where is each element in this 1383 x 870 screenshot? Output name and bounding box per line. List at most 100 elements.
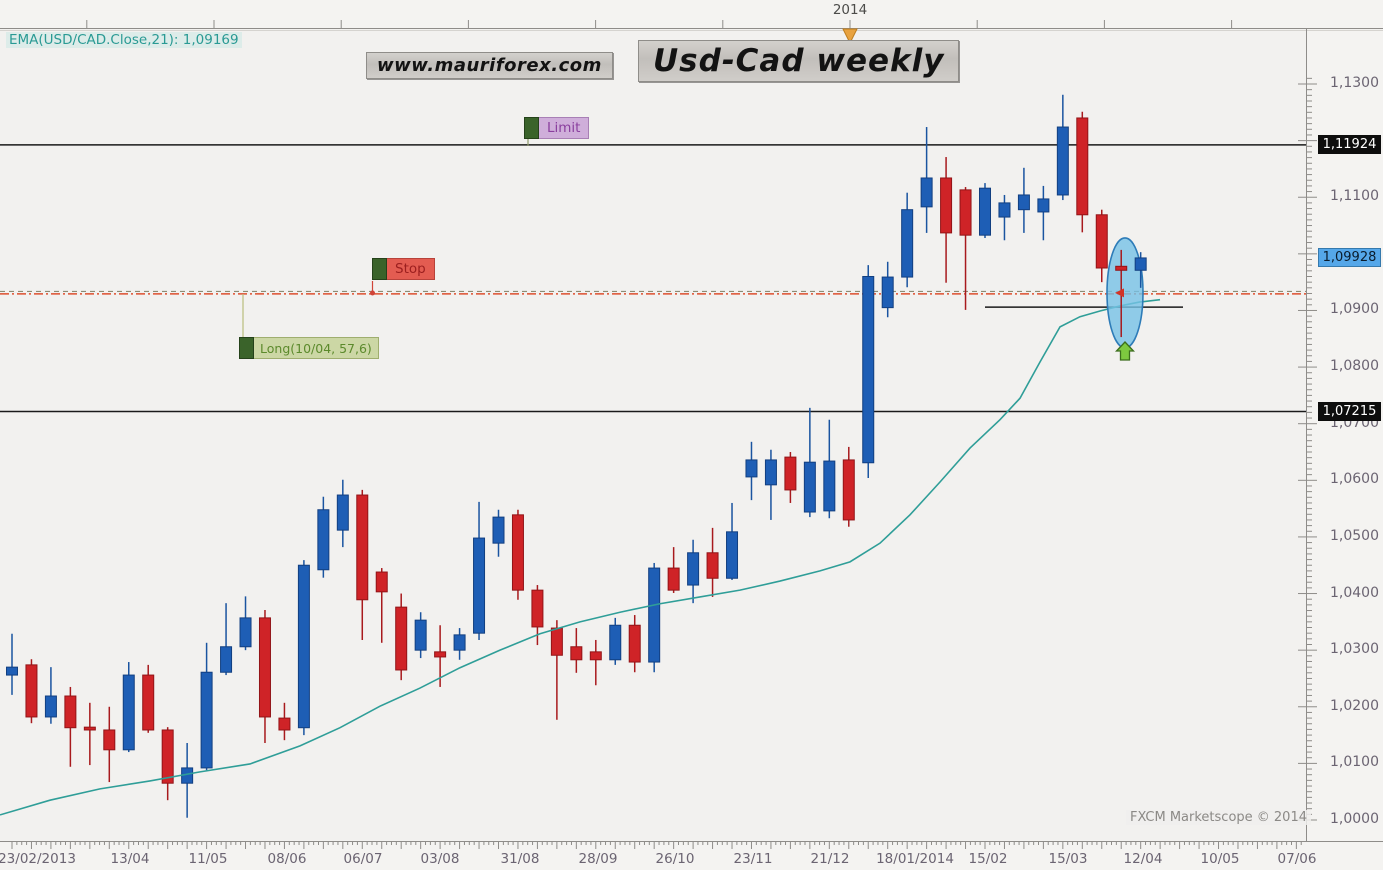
copyright-watermark: FXCM Marketscope © 2014: [1125, 810, 1311, 825]
candle-body: [356, 494, 369, 601]
x-axis-label: 28/09: [578, 851, 618, 867]
candle-body: [473, 537, 486, 634]
x-axis-label: 15/02: [968, 851, 1008, 867]
x-axis-label: 03/08: [420, 851, 460, 867]
candle-body: [862, 275, 875, 464]
candle-body: [550, 627, 563, 656]
order-flag-icon: [239, 337, 254, 359]
ema-indicator-label: EMA(USD/CAD.Close,21): 1,09169: [6, 32, 242, 48]
y-axis-label: 1,0300: [1330, 641, 1379, 658]
candle-body: [511, 514, 524, 591]
candle-body: [745, 459, 758, 478]
x-axis-label: 08/06: [267, 851, 307, 867]
x-axis-label: 23/11: [733, 851, 773, 867]
x-axis-label: 26/10: [655, 851, 695, 867]
candle-body: [1017, 194, 1030, 211]
limit-order-label[interactable]: Limit: [524, 117, 590, 139]
candle-body: [570, 646, 583, 661]
bottom-ruler: [0, 841, 1383, 870]
stop-junction-dot: [370, 290, 375, 296]
candle-body: [317, 509, 330, 571]
candle-body: [375, 571, 388, 593]
y-axis-label: 1,1300: [1330, 75, 1379, 91]
x-axis-label: 23/02/2013: [0, 851, 76, 867]
candle-body: [667, 567, 680, 591]
year-marker-icon: [842, 28, 858, 45]
candle-body: [64, 695, 77, 729]
candle-body: [200, 671, 213, 769]
up-arrow-icon: [1114, 341, 1136, 361]
y-axis-label: 1,0500: [1330, 527, 1379, 544]
candle-body: [609, 624, 622, 661]
candle-body: [784, 456, 797, 491]
candle-body: [453, 634, 466, 651]
candle-body: [920, 177, 933, 208]
y-axis-label: 1,0400: [1330, 584, 1379, 601]
candle-body: [998, 202, 1011, 218]
candle-body: [764, 459, 777, 486]
limit-order-text: Limit: [539, 117, 590, 139]
candle-body: [220, 646, 233, 673]
candle-body: [395, 606, 408, 671]
price-tag: 1,07215: [1318, 402, 1381, 422]
candle-body: [726, 531, 739, 579]
x-axis-label: 10/05: [1200, 851, 1240, 867]
candle-body: [278, 717, 291, 731]
candle-body: [44, 695, 57, 718]
candle-body: [142, 674, 155, 731]
candle-body: [1076, 117, 1089, 216]
candle-body: [648, 567, 661, 663]
y-axis-label: 1,0600: [1330, 471, 1379, 488]
y-axis-label: 1,0200: [1330, 697, 1379, 714]
x-axis-label: 15/03: [1048, 851, 1088, 867]
y-axis-label: 1,0800: [1330, 358, 1379, 375]
candle-body: [589, 651, 602, 661]
candle-body: [687, 552, 700, 586]
x-axis-label: 06/07: [343, 851, 383, 867]
y-axis-label: 1,1100: [1330, 188, 1379, 205]
order-flag-icon: [524, 117, 539, 139]
candle-body: [122, 674, 135, 751]
candle-body: [628, 624, 641, 663]
candle-body: [239, 617, 252, 648]
candle-body: [1037, 198, 1050, 213]
candle-body: [979, 187, 991, 236]
candle-body: [83, 726, 96, 731]
x-axis-label: 21/12: [810, 851, 850, 867]
candle-body: [1056, 126, 1069, 196]
candle-body: [1115, 265, 1128, 271]
x-axis-label: 07/06: [1277, 851, 1317, 867]
alert-arrow-icon: [1115, 288, 1124, 298]
highlight-ellipse: [1106, 237, 1144, 349]
candle-body: [823, 460, 836, 512]
chart-title: Usd-Cad weekly: [638, 40, 960, 82]
website-watermark: www.mauriforex.com: [366, 52, 613, 79]
candle-body: [6, 666, 18, 676]
candle-body: [901, 209, 914, 278]
candle-body: [803, 461, 816, 513]
order-flag-icon: [372, 258, 387, 280]
y-axis-label: 1,0100: [1330, 754, 1379, 771]
candle-body: [414, 619, 427, 651]
long-position-text: Long(10/04, 57,6): [254, 337, 379, 359]
long-position-label[interactable]: Long(10/04, 57,6): [239, 337, 379, 359]
x-axis-label: 12/04: [1123, 851, 1163, 867]
stop-order-label[interactable]: Stop: [372, 258, 435, 280]
candle-body: [959, 189, 972, 236]
right-ruler: [1307, 31, 1383, 841]
candle-body: [25, 664, 38, 718]
x-axis-label: 31/08: [500, 851, 540, 867]
candle-body: [297, 564, 310, 729]
candle-body: [1095, 214, 1108, 269]
price-tag: 1,09928: [1318, 248, 1381, 268]
candle-body: [1134, 257, 1147, 271]
candle-body: [881, 276, 894, 309]
candle-body: [706, 552, 719, 579]
candle-body: [258, 617, 271, 718]
candle-body: [434, 651, 447, 658]
y-axis-label: 1,0900: [1330, 301, 1379, 318]
candle-body: [161, 729, 174, 784]
stop-order-text: Stop: [387, 258, 435, 280]
